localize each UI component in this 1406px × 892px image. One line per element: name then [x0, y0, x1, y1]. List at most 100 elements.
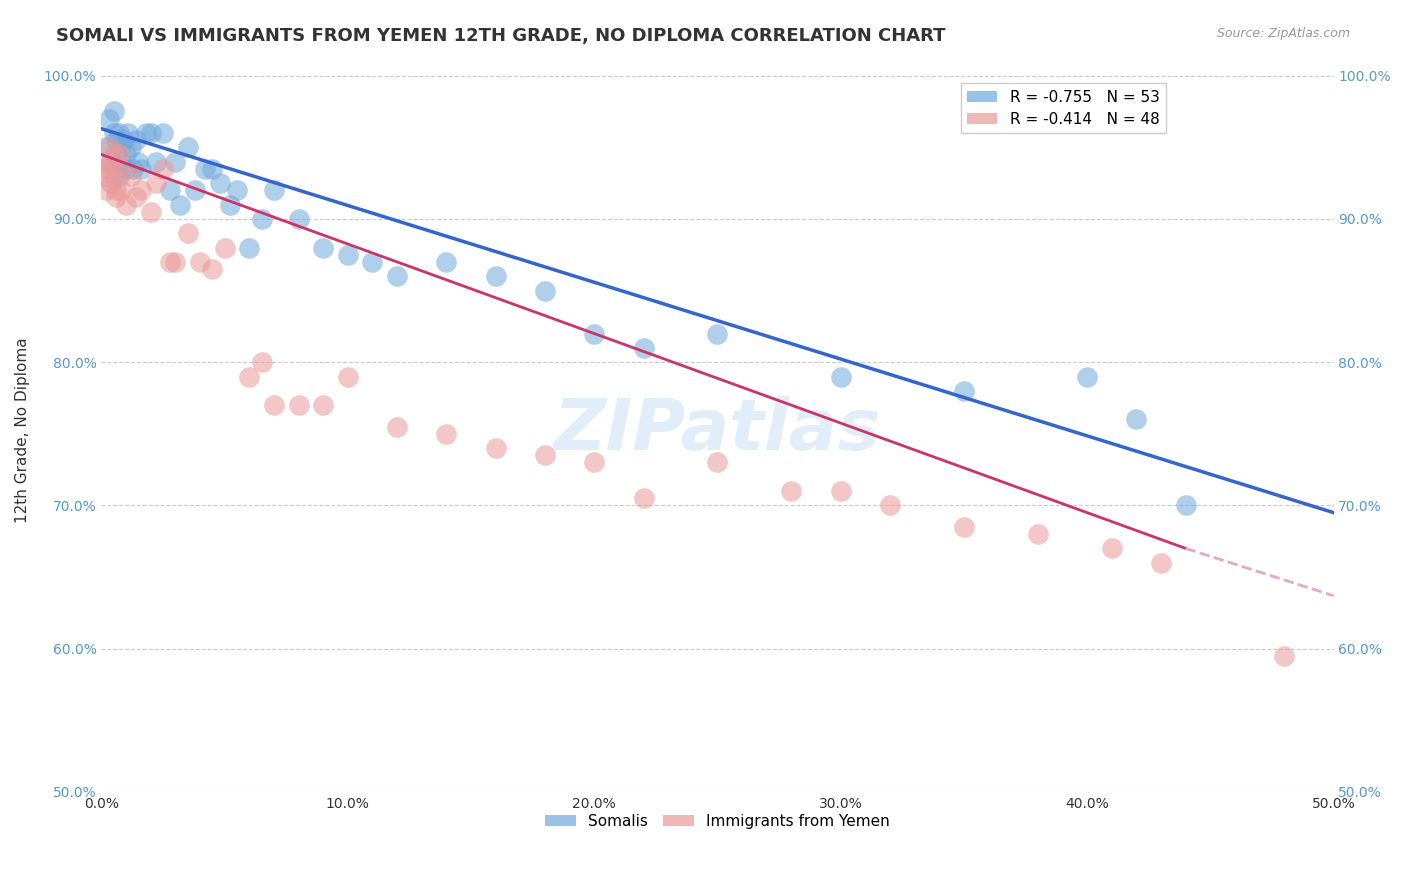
Point — [96, 183, 118, 197]
Point — [214, 241, 236, 255]
Legend: Somalis, Immigrants from Yemen: Somalis, Immigrants from Yemen — [538, 808, 896, 835]
Point — [96, 161, 118, 176]
Point — [103, 147, 125, 161]
Text: SOMALI VS IMMIGRANTS FROM YEMEN 12TH GRADE, NO DIPLOMA CORRELATION CHART: SOMALI VS IMMIGRANTS FROM YEMEN 12TH GRA… — [56, 27, 946, 45]
Point — [100, 154, 122, 169]
Point — [125, 133, 148, 147]
Point — [188, 255, 211, 269]
Point — [115, 147, 138, 161]
Point — [120, 169, 142, 183]
Point — [105, 190, 128, 204]
Point — [176, 140, 198, 154]
Point — [1272, 648, 1295, 663]
Point — [115, 197, 138, 211]
Point — [105, 183, 128, 197]
Point — [287, 211, 309, 226]
Point — [169, 197, 191, 211]
Point — [139, 126, 162, 140]
Point — [780, 484, 803, 499]
Point — [201, 262, 224, 277]
Point — [97, 140, 120, 154]
Point — [225, 183, 247, 197]
Point — [1174, 499, 1197, 513]
Point — [93, 169, 115, 183]
Point — [706, 455, 728, 469]
Point — [1150, 556, 1173, 570]
Point — [201, 161, 224, 176]
Point — [485, 269, 508, 284]
Point — [434, 426, 457, 441]
Point — [112, 133, 135, 147]
Point — [208, 176, 231, 190]
Point — [107, 169, 129, 183]
Text: ZIPatlas: ZIPatlas — [554, 396, 882, 465]
Point — [122, 161, 145, 176]
Point — [176, 227, 198, 241]
Point — [263, 183, 285, 197]
Point — [312, 241, 335, 255]
Point — [105, 147, 128, 161]
Point — [385, 269, 408, 284]
Point — [110, 154, 132, 169]
Point — [145, 154, 167, 169]
Point — [152, 126, 174, 140]
Y-axis label: 12th Grade, No Diploma: 12th Grade, No Diploma — [15, 337, 30, 523]
Point — [534, 448, 557, 462]
Point — [1076, 369, 1098, 384]
Point — [534, 284, 557, 298]
Point — [633, 341, 655, 355]
Point — [312, 398, 335, 412]
Point — [238, 241, 260, 255]
Point — [107, 126, 129, 140]
Point — [120, 140, 142, 154]
Point — [953, 384, 976, 398]
Point — [165, 154, 187, 169]
Point — [1125, 412, 1147, 426]
Point — [105, 133, 128, 147]
Point — [107, 161, 129, 176]
Point — [103, 104, 125, 119]
Point — [336, 248, 359, 262]
Point — [107, 147, 129, 161]
Point — [115, 161, 138, 176]
Point — [184, 183, 207, 197]
Text: Source: ZipAtlas.com: Source: ZipAtlas.com — [1216, 27, 1350, 40]
Point — [361, 255, 384, 269]
Point — [117, 126, 139, 140]
Point — [125, 190, 148, 204]
Point — [145, 176, 167, 190]
Point — [238, 369, 260, 384]
Point — [263, 398, 285, 412]
Point — [250, 355, 273, 369]
Point — [953, 520, 976, 534]
Point — [152, 161, 174, 176]
Point — [336, 369, 359, 384]
Point — [97, 154, 120, 169]
Point — [485, 441, 508, 455]
Point — [110, 183, 132, 197]
Point — [830, 369, 852, 384]
Point — [97, 112, 120, 126]
Point — [110, 140, 132, 154]
Point — [159, 183, 181, 197]
Point — [103, 126, 125, 140]
Point — [1026, 527, 1049, 541]
Point — [385, 419, 408, 434]
Point — [194, 161, 217, 176]
Point — [100, 161, 122, 176]
Point — [135, 126, 157, 140]
Point — [633, 491, 655, 506]
Point — [165, 255, 187, 269]
Point — [250, 211, 273, 226]
Point — [127, 154, 149, 169]
Point — [159, 255, 181, 269]
Point — [139, 204, 162, 219]
Point — [583, 455, 606, 469]
Point — [218, 197, 240, 211]
Point — [706, 326, 728, 341]
Point — [96, 140, 118, 154]
Point — [100, 176, 122, 190]
Point — [434, 255, 457, 269]
Point — [879, 499, 901, 513]
Point — [830, 484, 852, 499]
